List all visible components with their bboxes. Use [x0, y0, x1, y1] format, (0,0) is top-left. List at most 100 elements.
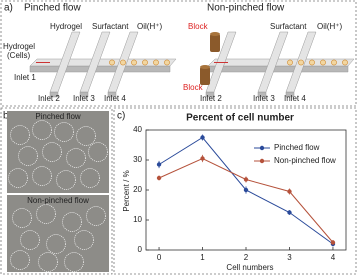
- block-top: [200, 65, 210, 69]
- x-tick-label: 0: [157, 253, 162, 262]
- diagram-title: Non-pinched flow: [207, 3, 285, 14]
- droplet: [164, 59, 170, 66]
- droplet-outline: [32, 120, 52, 140]
- data-point: [287, 210, 292, 215]
- droplet-outline: [12, 208, 32, 228]
- label: Inlet 4: [284, 94, 306, 103]
- droplet-outline: [62, 212, 82, 232]
- data-point: [287, 189, 292, 194]
- chart-title: Percent of cell number: [186, 113, 294, 124]
- droplet-outline: [42, 142, 62, 162]
- channel-diagrams: [29, 31, 355, 98]
- diagram-title: Pinched flow: [24, 3, 81, 14]
- droplet: [109, 59, 115, 66]
- data-point: [200, 135, 205, 140]
- droplet-outline: [66, 148, 86, 168]
- droplet: [298, 59, 304, 66]
- y-axis-label: Percent / %: [122, 170, 131, 211]
- droplet: [331, 59, 337, 66]
- x-tick-label: 1: [200, 253, 205, 262]
- label: Surfactant: [92, 22, 129, 31]
- block-top: [210, 32, 220, 36]
- plot: 0 10 20 30 40 0 1 2 3 4 Pinched flow Non-pinched fl…: [133, 125, 347, 262]
- droplet: [309, 59, 315, 66]
- droplet-outline: [86, 206, 106, 226]
- x-tick-label: 3: [287, 253, 292, 262]
- droplet-outline: [80, 168, 100, 188]
- droplet: [131, 59, 137, 66]
- droplet: [153, 59, 159, 66]
- label: Inlet 1: [14, 73, 36, 82]
- panel-c-border: [113, 107, 357, 275]
- droplet-outline: [32, 166, 52, 186]
- legend-marker: [259, 158, 265, 164]
- x-tick-label: 4: [331, 253, 336, 262]
- legend-marker: [259, 145, 265, 151]
- series-line: [158, 157, 334, 243]
- droplet-outline: [18, 146, 38, 166]
- channel: [257, 31, 289, 93]
- label: Surfactant: [270, 22, 307, 31]
- label: Inlet 3: [253, 94, 275, 103]
- panel-a-border: [0, 0, 357, 107]
- droplet-outline: [88, 142, 108, 162]
- data-point: [200, 156, 205, 161]
- droplet-outline: [10, 125, 30, 145]
- label: (Cells): [7, 51, 30, 60]
- droplet-outline: [56, 170, 76, 190]
- legend-label: Non-pinched flow: [274, 156, 336, 165]
- y-tick-label: 40: [133, 125, 142, 134]
- panel-label: a): [4, 3, 13, 14]
- label: Hydrogel: [3, 42, 35, 51]
- droplet: [320, 59, 326, 66]
- y-tick-label: 10: [133, 215, 142, 224]
- label: Inlet 2: [200, 94, 222, 103]
- droplet-outline: [76, 126, 96, 146]
- data-point: [243, 177, 249, 182]
- label: Block: [188, 22, 209, 31]
- channel: [207, 58, 355, 67]
- data-point: [330, 240, 336, 245]
- micrograph: [7, 111, 109, 193]
- label: Inlet 4: [104, 94, 126, 103]
- block: [200, 67, 210, 85]
- droplet-outline: [64, 252, 84, 272]
- channel: [79, 31, 111, 93]
- x-axis-label: Cell numbers: [226, 263, 273, 272]
- panel-label: c): [117, 111, 125, 122]
- droplet: [142, 59, 148, 66]
- droplet-outline: [8, 168, 28, 188]
- image-label: Non-pinched flow: [27, 196, 89, 205]
- droplet: [120, 59, 126, 66]
- droplet-outlines: [8, 120, 108, 272]
- label: Inlet 3: [73, 94, 95, 103]
- droplet-outline: [10, 250, 30, 270]
- x-tick-label: 2: [244, 253, 249, 262]
- data-point: [156, 162, 162, 167]
- droplet: [287, 59, 293, 66]
- label: Oil(H⁺): [137, 22, 162, 31]
- label: Oil(H⁺): [317, 22, 342, 31]
- image-label: Pinched flow: [35, 112, 81, 121]
- label: Inlet 2: [38, 94, 60, 103]
- legend-label: Pinched flow: [274, 143, 320, 152]
- droplet-outline: [20, 230, 40, 250]
- droplet-outline: [36, 204, 56, 224]
- data-point: [156, 175, 162, 181]
- channel: [207, 65, 349, 73]
- droplet: [342, 59, 348, 66]
- droplet-outline: [74, 230, 94, 250]
- channel: [29, 65, 171, 73]
- y-tick-label: 0: [138, 245, 143, 254]
- droplet-outline: [38, 252, 58, 272]
- data-point: [243, 187, 249, 193]
- channel: [49, 31, 81, 93]
- block: [210, 34, 220, 52]
- panel-b-border: [0, 107, 113, 275]
- y-tick-label: 30: [133, 155, 142, 164]
- droplet-outline: [54, 122, 74, 142]
- y-tick-label: 20: [133, 185, 142, 194]
- label: Hydrogel: [50, 22, 82, 31]
- droplet-outline: [46, 234, 66, 254]
